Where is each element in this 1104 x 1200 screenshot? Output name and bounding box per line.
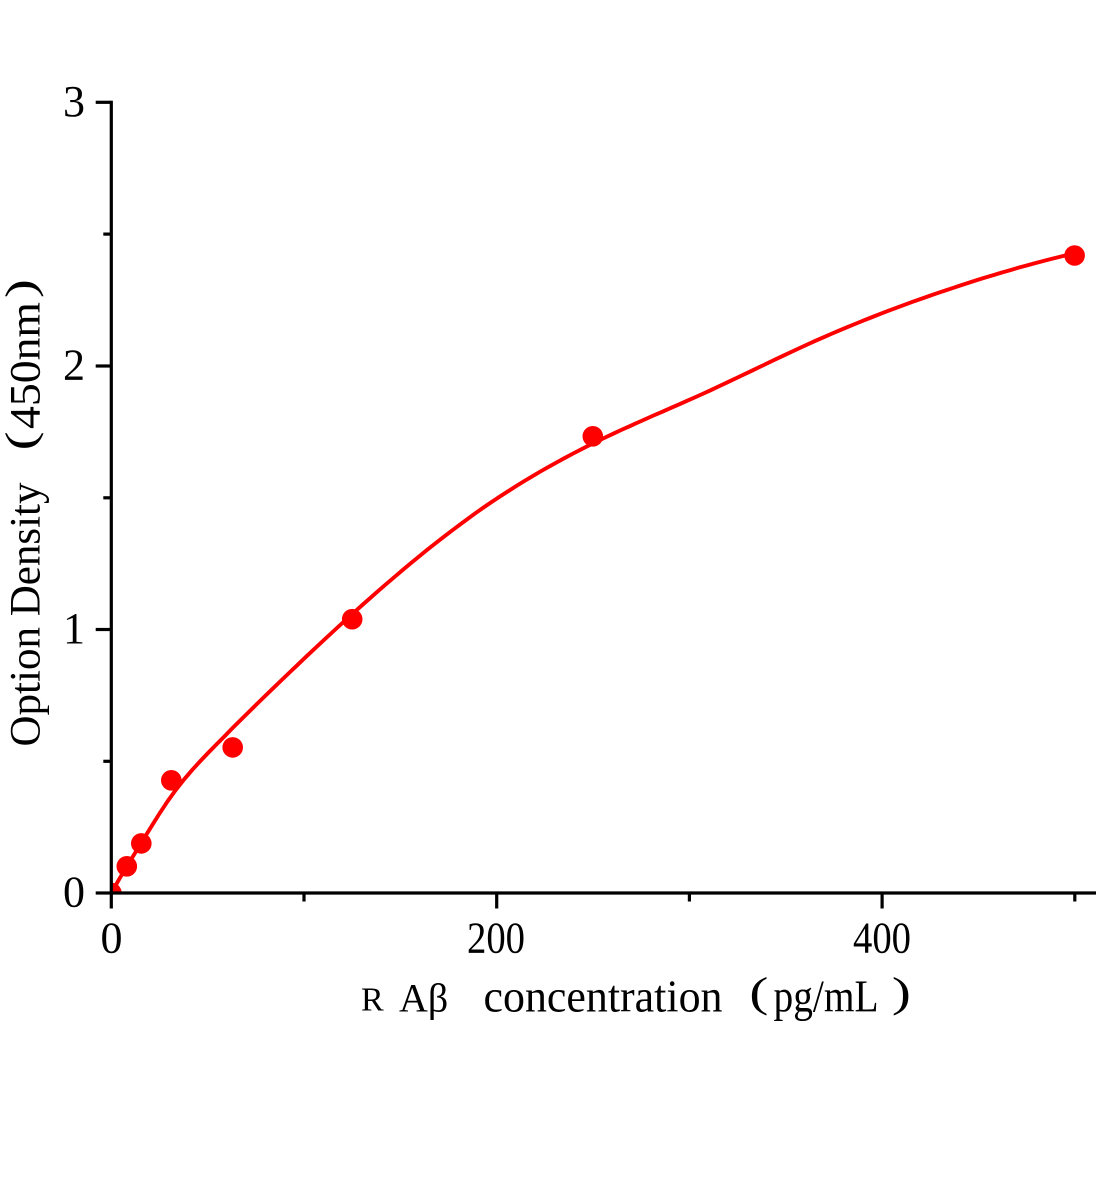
svg-text:): ) — [0, 279, 45, 298]
svg-text:200: 200 — [467, 914, 525, 963]
svg-text:Aβ: Aβ — [399, 976, 448, 1021]
svg-text:450nm: 450nm — [3, 302, 50, 429]
svg-text:1: 1 — [63, 604, 85, 653]
svg-text:pg/mL: pg/mL — [774, 972, 879, 1022]
svg-text:400: 400 — [853, 914, 911, 963]
svg-text:R: R — [361, 982, 384, 1019]
svg-text:2: 2 — [63, 341, 85, 390]
svg-text:3: 3 — [63, 77, 85, 126]
svg-text:0: 0 — [101, 914, 123, 963]
svg-text:concentration: concentration — [484, 972, 723, 1022]
svg-text:(: ( — [0, 431, 45, 450]
svg-text:(: ( — [749, 971, 768, 1017]
svg-text:0: 0 — [63, 868, 85, 917]
svg-text:Option Density: Option Density — [3, 482, 50, 746]
svg-text:): ) — [892, 971, 911, 1017]
